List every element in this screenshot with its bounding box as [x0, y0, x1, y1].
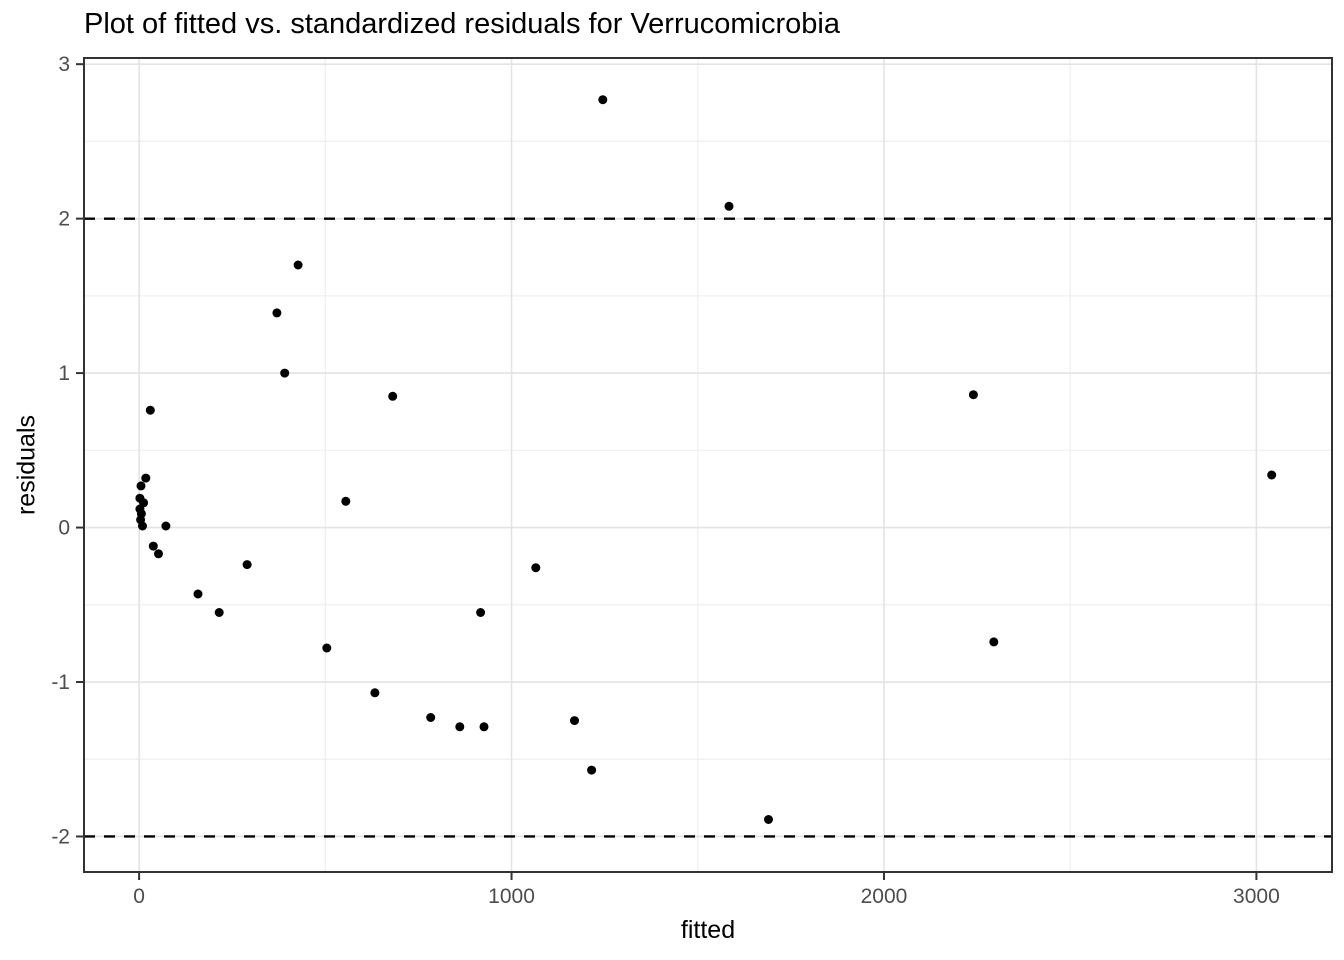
- data-point: [570, 716, 579, 726]
- data-point: [388, 391, 398, 401]
- y-axis-title: residuals: [12, 414, 41, 516]
- data-point: [476, 608, 486, 617]
- panel-border: [83, 57, 1333, 873]
- data-point: [242, 560, 252, 570]
- data-point: [154, 549, 163, 559]
- data-point: [989, 637, 999, 647]
- data-point: [293, 260, 303, 270]
- data-point: [161, 521, 171, 531]
- y-tick-label: -1: [51, 671, 70, 694]
- data-point: [531, 563, 541, 573]
- data-point: [148, 541, 158, 551]
- x-tick-label: 1000: [488, 885, 535, 908]
- data-point: [145, 405, 155, 415]
- y-tick-label: 3: [58, 53, 70, 76]
- chart-title: Plot of fitted vs. standardized residual…: [84, 8, 840, 40]
- data-point: [193, 589, 203, 599]
- data-point: [214, 608, 224, 617]
- data-point: [479, 722, 489, 732]
- data-point: [968, 390, 978, 400]
- data-point: [764, 815, 773, 824]
- y-tick-label: 1: [58, 362, 70, 385]
- data-point: [587, 765, 597, 775]
- x-tick-label: 0: [133, 885, 145, 908]
- panel-background: [84, 58, 1332, 872]
- data-point: [341, 496, 351, 506]
- data-point: [370, 688, 380, 698]
- y-tick-label: 0: [58, 517, 70, 540]
- data-point: [138, 521, 147, 531]
- data-point: [322, 643, 332, 653]
- data-point: [455, 722, 465, 732]
- x-tick-label: 3000: [1233, 885, 1280, 908]
- data-point: [598, 95, 608, 105]
- data-point: [136, 481, 146, 491]
- data-point: [724, 201, 734, 211]
- y-tick-label: -2: [51, 825, 70, 848]
- y-tick-label: 2: [58, 208, 70, 231]
- data-point: [426, 713, 436, 722]
- x-axis-title: fitted: [680, 916, 736, 944]
- data-point: [141, 473, 151, 483]
- data-point: [1267, 470, 1277, 480]
- data-point: [272, 308, 282, 318]
- data-point: [280, 368, 290, 378]
- x-tick-label: 2000: [861, 885, 908, 908]
